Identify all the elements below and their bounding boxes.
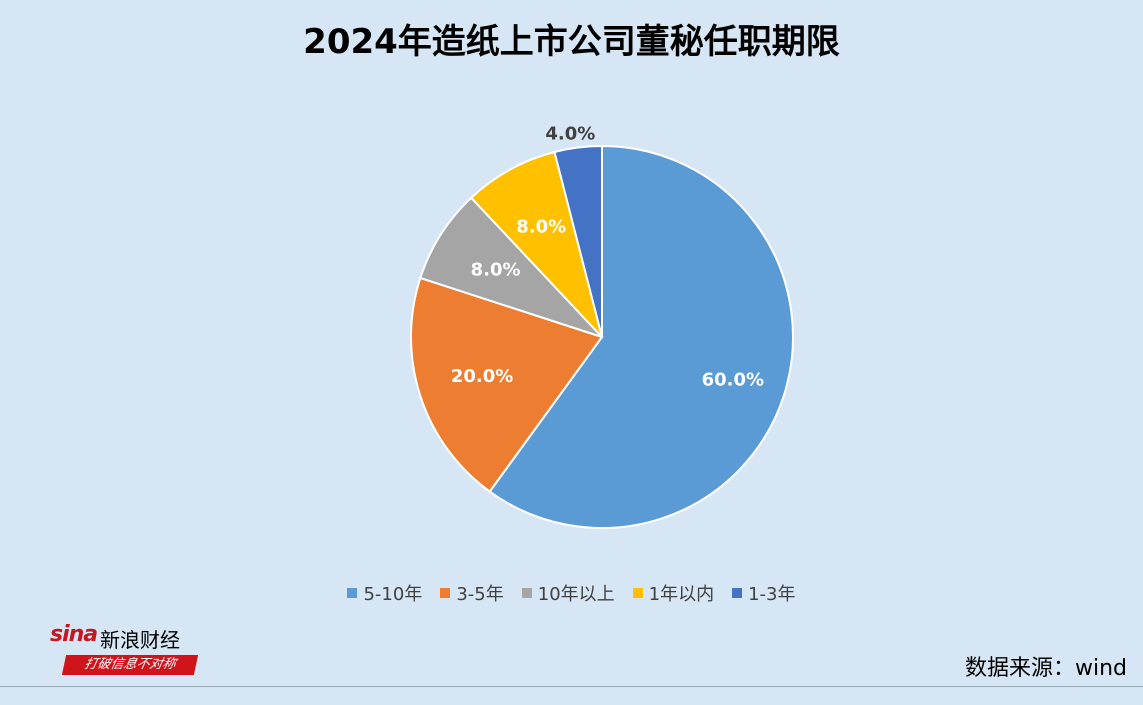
data-label-0: 60.0% [702, 369, 764, 390]
data-label-4: 4.0% [545, 124, 595, 145]
legend-label-3: 1年以内 [648, 584, 715, 605]
data-label-3: 8.0% [516, 217, 566, 238]
chart-title: 2024年造纸上市公司董秘任职期限 [303, 22, 840, 62]
logo-name: 新浪财经 [100, 628, 180, 652]
legend-label-1: 3-5年 [456, 584, 504, 605]
legend: 5-10年 3-5年 10年以上 1年以内 1-3年 [0, 580, 1143, 606]
legend-item-1: 3-5年 [440, 580, 504, 606]
legend-swatch-1 [440, 588, 451, 598]
legend-swatch-3 [632, 588, 643, 598]
legend-item-0: 5-10年 [347, 580, 422, 606]
legend-label-2: 10年以上 [537, 584, 615, 605]
legend-label-4: 1-3年 [748, 584, 796, 605]
logo-slogan: 打破信息不对称 [61, 655, 199, 675]
legend-item-4: 1-3年 [732, 580, 796, 606]
pie-slice-1 [410, 276, 604, 493]
bottom-divider [0, 686, 1143, 687]
data-label-1: 20.0% [451, 366, 513, 387]
pie-slice-2 [419, 196, 603, 338]
data-label-2: 8.0% [471, 259, 521, 280]
legend-item-2: 10年以上 [521, 580, 615, 606]
legend-swatch-0 [347, 588, 358, 598]
legend-swatch-2 [521, 588, 532, 598]
legend-label-0: 5-10年 [363, 584, 423, 605]
pie-slice-0 [488, 144, 794, 529]
legend-swatch-4 [732, 588, 743, 598]
logo-brand: sina [50, 622, 98, 647]
legend-item-3: 1年以内 [632, 580, 715, 606]
pie-slice-4 [553, 144, 603, 338]
pie-slice-3 [469, 150, 603, 338]
sina-finance-logo: sina 新浪财经 打破信息不对称 [50, 622, 200, 680]
data-source: 数据来源：wind [964, 656, 1127, 681]
